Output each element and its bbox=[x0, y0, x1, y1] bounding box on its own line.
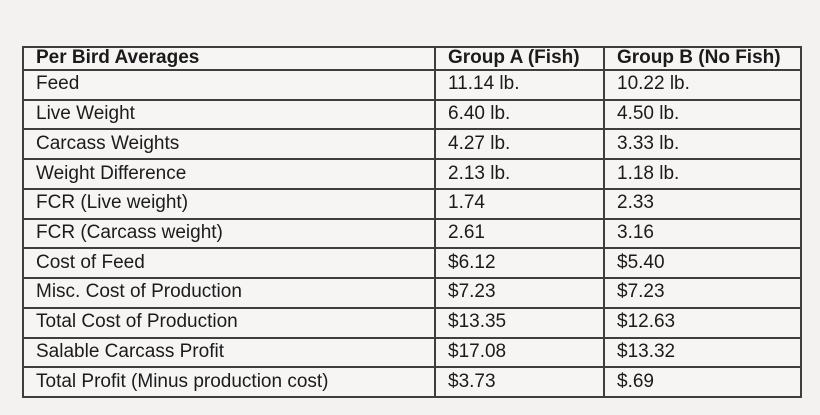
group-a-value-cell: $17.08 bbox=[434, 336, 605, 369]
row-label-cell: FCR (Carcass weight) bbox=[22, 217, 436, 250]
per-bird-averages-table: Per Bird Averages Group A (Fish) Group B… bbox=[22, 46, 802, 398]
header-cell-group-a: Group A (Fish) bbox=[434, 46, 605, 71]
table-row: Feed 11.14 lb. 10.22 lb. bbox=[22, 68, 802, 101]
row-label-cell: Feed bbox=[22, 68, 436, 101]
group-b-value-cell: $.69 bbox=[603, 366, 802, 398]
group-b-value-cell: 2.33 bbox=[603, 187, 802, 220]
table-header-row: Per Bird Averages Group A (Fish) Group B… bbox=[22, 46, 802, 71]
group-a-value-cell: 11.14 lb. bbox=[434, 68, 605, 101]
group-a-value-cell: 2.61 bbox=[434, 217, 605, 250]
row-label-cell: FCR (Live weight) bbox=[22, 187, 436, 220]
table-row: Salable Carcass Profit $17.08 $13.32 bbox=[22, 336, 802, 369]
group-b-value-cell: $5.40 bbox=[603, 247, 802, 280]
group-b-value-cell: $13.32 bbox=[603, 336, 802, 369]
group-b-value-cell: 1.18 lb. bbox=[603, 158, 802, 190]
header-cell-group-b: Group B (No Fish) bbox=[603, 46, 802, 71]
group-a-value-cell: 2.13 lb. bbox=[434, 158, 605, 190]
group-b-value-cell: $7.23 bbox=[603, 277, 802, 309]
table-row: Total Profit (Minus production cost) $3.… bbox=[22, 366, 802, 398]
table-row: Carcass Weights 4.27 lb. 3.33 lb. bbox=[22, 128, 802, 161]
group-a-value-cell: $13.35 bbox=[434, 306, 605, 339]
row-label-cell: Cost of Feed bbox=[22, 247, 436, 280]
table-row: Total Cost of Production $13.35 $12.63 bbox=[22, 306, 802, 339]
group-b-value-cell: 10.22 lb. bbox=[603, 68, 802, 101]
row-label-cell: Live Weight bbox=[22, 98, 436, 131]
group-b-value-cell: 4.50 lb. bbox=[603, 98, 802, 131]
row-label-cell: Weight Difference bbox=[22, 158, 436, 190]
table-row: FCR (Live weight) 1.74 2.33 bbox=[22, 187, 802, 220]
row-label-cell: Total Profit (Minus production cost) bbox=[22, 366, 436, 398]
group-a-value-cell: 6.40 lb. bbox=[434, 98, 605, 131]
table-row: Live Weight 6.40 lb. 4.50 lb. bbox=[22, 98, 802, 131]
row-label-cell: Total Cost of Production bbox=[22, 306, 436, 339]
row-label-cell: Salable Carcass Profit bbox=[22, 336, 436, 369]
group-a-value-cell: 4.27 lb. bbox=[434, 128, 605, 161]
group-b-value-cell: $12.63 bbox=[603, 306, 802, 339]
group-b-value-cell: 3.33 lb. bbox=[603, 128, 802, 161]
row-label-cell: Misc. Cost of Production bbox=[22, 277, 436, 309]
group-a-value-cell: $3.73 bbox=[434, 366, 605, 398]
table-row: FCR (Carcass weight) 2.61 3.16 bbox=[22, 217, 802, 250]
group-a-value-cell: 1.74 bbox=[434, 187, 605, 220]
row-label-cell: Carcass Weights bbox=[22, 128, 436, 161]
table-row: Weight Difference 2.13 lb. 1.18 lb. bbox=[22, 158, 802, 190]
group-a-value-cell: $7.23 bbox=[434, 277, 605, 309]
group-a-value-cell: $6.12 bbox=[434, 247, 605, 280]
header-cell-metric: Per Bird Averages bbox=[22, 46, 436, 71]
table-row: Cost of Feed $6.12 $5.40 bbox=[22, 247, 802, 280]
table-row: Misc. Cost of Production $7.23 $7.23 bbox=[22, 277, 802, 309]
group-b-value-cell: 3.16 bbox=[603, 217, 802, 250]
